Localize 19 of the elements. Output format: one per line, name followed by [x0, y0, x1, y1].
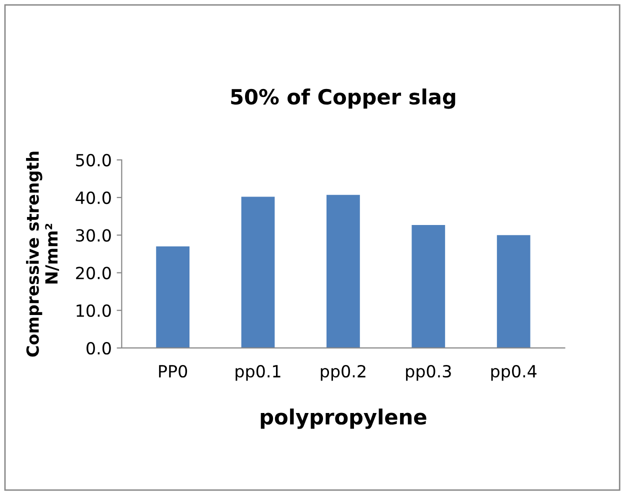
y-tick-label: 30.0	[76, 229, 111, 242]
y-tick-label: 10.0	[76, 304, 111, 317]
x-tick-label: PP0	[159, 364, 188, 378]
x-tick-label: pp0.4	[491, 364, 536, 381]
bar	[155, 246, 190, 348]
y-axis-title: Compressive strength N/mm²	[26, 152, 60, 357]
x-axis-title: polypropylene	[260, 408, 426, 429]
bar	[326, 194, 361, 348]
bar	[411, 224, 446, 348]
x-tick-label: pp0.3	[406, 364, 451, 381]
y-tick-label: 20.0	[76, 266, 111, 280]
y-tick-label: 0.0	[86, 342, 111, 355]
bar	[496, 234, 531, 348]
x-tick-label: pp0.2	[320, 364, 366, 381]
bar	[240, 196, 276, 348]
x-tick-label: pp0.1	[236, 364, 280, 381]
chart-title: 50% of Copper slag	[231, 88, 456, 109]
y-tick-label: 40.0	[76, 191, 111, 204]
y-tick-label: 50.0	[76, 154, 111, 166]
